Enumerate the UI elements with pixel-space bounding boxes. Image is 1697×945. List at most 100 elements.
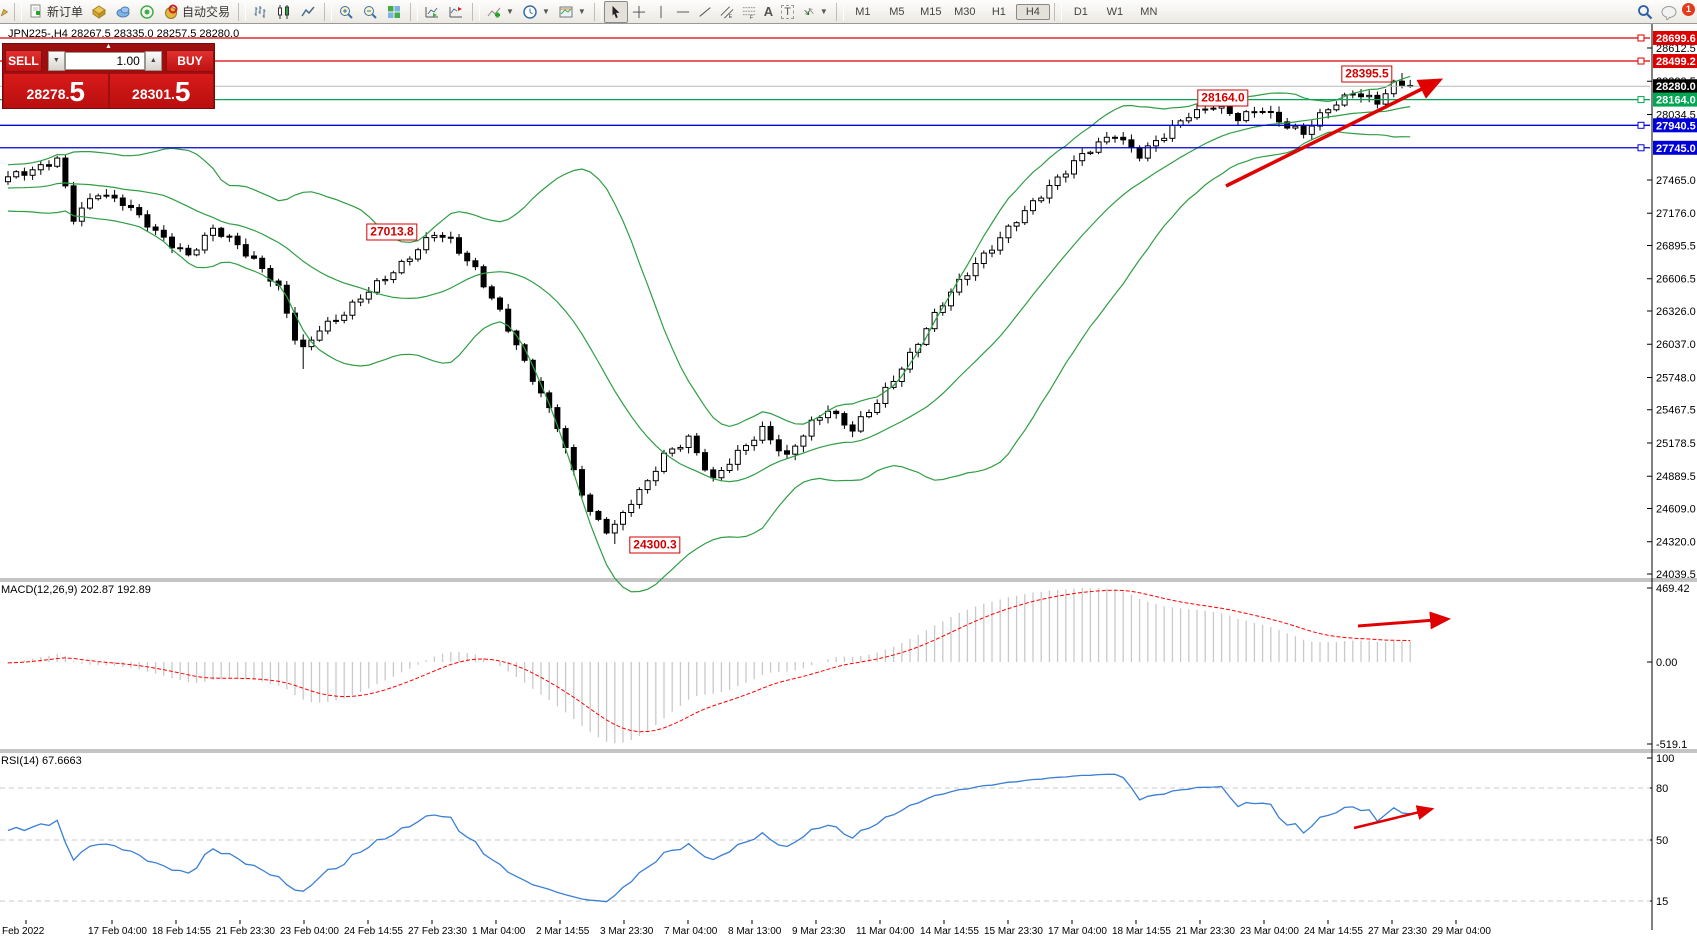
cloud-icon — [116, 6, 130, 17]
timeframe-button-h1[interactable]: H1 — [991, 5, 1006, 18]
zoom-in-button[interactable] — [334, 2, 358, 22]
price-annotation[interactable]: 24300.3 — [629, 536, 681, 554]
svg-text:27940.5: 27940.5 — [1656, 120, 1696, 132]
chart-shift-button[interactable] — [444, 2, 468, 22]
notifications-button[interactable]: 1 — [1657, 2, 1695, 22]
cursor-tool-button[interactable] — [603, 0, 628, 23]
sell-price-main: 28278. — [26, 86, 70, 102]
timeframe-button-w1[interactable]: W1 — [1106, 5, 1124, 18]
svg-text:24320.0: 24320.0 — [1656, 537, 1696, 549]
toolbar-separator — [1053, 2, 1062, 21]
templates-button[interactable]: ▼ — [554, 2, 590, 22]
sell-button[interactable]: SELL — [5, 50, 42, 72]
auto-scroll-button[interactable] — [420, 2, 444, 22]
timeframe-button-m5[interactable]: M5 — [889, 5, 905, 18]
chart-window[interactable]: 28612.528323.528034.527465.027176.026895… — [0, 24, 1697, 945]
collapse-caret-icon[interactable]: ▲ — [105, 43, 112, 50]
toolbar-separator — [324, 2, 333, 21]
clipped-edge-icon — [0, 2, 10, 22]
svg-text:2 Mar 14:55: 2 Mar 14:55 — [536, 926, 590, 937]
hline-tool-button[interactable] — [672, 2, 694, 22]
timeframe-button-d1[interactable]: D1 — [1073, 5, 1088, 18]
svg-text:28499.2: 28499.2 — [1656, 56, 1696, 68]
svg-text:23 Feb 04:00: 23 Feb 04:00 — [280, 926, 339, 937]
indicators-button[interactable]: ▼ — [482, 2, 518, 22]
timeframe-button-m30[interactable]: M30 — [954, 5, 976, 18]
price-annotation[interactable]: 28395.5 — [1341, 65, 1393, 83]
trend-arrow-rsi[interactable] — [1353, 805, 1435, 830]
one-click-trading-panel: ▲ SELL ▼ ▲ BUY 28278.5 28301.5 — [2, 43, 215, 109]
bar-chart-button[interactable] — [248, 2, 272, 22]
arrows-tool-button[interactable]: ▼ — [798, 2, 832, 22]
gold-cube-icon — [92, 4, 106, 19]
autotrading-button[interactable]: 自动交易 — [159, 2, 234, 22]
zoom-out-button[interactable] — [358, 2, 382, 22]
svg-text:24 Feb 14:55: 24 Feb 14:55 — [344, 926, 403, 937]
svg-text:8 Mar 13:00: 8 Mar 13:00 — [728, 926, 782, 937]
svg-text:26037.0: 26037.0 — [1656, 339, 1696, 351]
bollinger-middle-band — [7, 106, 1411, 483]
profile-button[interactable] — [87, 2, 111, 22]
svg-text:28612.5: 28612.5 — [1656, 43, 1696, 55]
text-tool-button[interactable]: A — [760, 2, 777, 22]
trend-arrow-macd[interactable] — [1357, 611, 1451, 630]
channel-tool-button[interactable]: E — [716, 2, 738, 22]
svg-text:25178.5: 25178.5 — [1656, 438, 1696, 450]
zoom-in-icon — [340, 5, 353, 19]
buy-button[interactable]: BUY — [165, 50, 214, 72]
crosshair-tool-button[interactable] — [628, 2, 650, 22]
chevron-down-icon: ▼ — [819, 7, 828, 16]
chart-canvas[interactable]: 28612.528323.528034.527465.027176.026895… — [0, 24, 1697, 945]
timeframe-button-m15[interactable]: M15 — [920, 5, 942, 18]
price-tag: 28699.6 — [1653, 30, 1697, 45]
price-tag: 28280.0 — [1653, 79, 1697, 94]
toolbar: 新订单 自动交易 — [0, 0, 1697, 24]
svg-text:27176.0: 27176.0 — [1656, 208, 1696, 220]
svg-text:26326.0: 26326.0 — [1656, 306, 1696, 318]
bollinger-upper-band — [7, 75, 1411, 428]
rsi-line — [7, 773, 1411, 903]
candlestick-chart-button[interactable] — [272, 2, 296, 22]
fibonacci-icon: F — [742, 6, 755, 19]
volume-input[interactable] — [64, 52, 145, 70]
tile-windows-button[interactable] — [382, 2, 406, 22]
volume-decrease-button[interactable]: ▼ — [47, 51, 65, 71]
periods-button[interactable]: ▼ — [518, 2, 554, 22]
price-annotation[interactable]: 27013.8 — [366, 223, 418, 241]
timeframe-button-h4[interactable]: H4 — [1015, 3, 1050, 20]
volume-increase-button[interactable]: ▲ — [144, 51, 162, 71]
price-annotation[interactable]: 28164.0 — [1197, 89, 1249, 107]
new-order-button[interactable]: 新订单 — [24, 2, 87, 22]
label-tool-button[interactable]: T — [777, 2, 798, 22]
buy-price-display[interactable]: 28301. 5 — [109, 74, 213, 108]
chart-title: JPN225-,H4 28267.5 28335.0 28257.5 28280… — [8, 28, 240, 40]
svg-text:27465.0: 27465.0 — [1656, 175, 1696, 187]
sell-price-display[interactable]: 28278. 5 — [4, 74, 108, 108]
price-tag: 27940.5 — [1653, 118, 1697, 133]
line-chart-icon — [301, 6, 315, 16]
svg-text:21 Mar 23:30: 21 Mar 23:30 — [1176, 926, 1235, 937]
vline-tool-button[interactable] — [650, 2, 672, 22]
line-chart-button[interactable] — [296, 2, 320, 22]
trend-arrow-main[interactable] — [1225, 78, 1444, 188]
signals-button[interactable] — [135, 2, 159, 22]
svg-text:100: 100 — [1656, 753, 1674, 765]
svg-text:9 Mar 23:30: 9 Mar 23:30 — [792, 926, 846, 937]
auto-scroll-icon — [425, 6, 439, 17]
date-axis: Feb 2022 17 Feb 04:00 18 Feb 14:55 21 Feb 2… — [2, 920, 1491, 937]
market-watch-button[interactable] — [111, 2, 135, 22]
timeframe-button-mn[interactable]: MN — [1140, 5, 1158, 18]
horizontal-line-icon — [676, 11, 689, 12]
svg-text:28699.6: 28699.6 — [1656, 33, 1696, 45]
timeframe-button-m1[interactable]: M1 — [855, 5, 871, 18]
fibonacci-tool-button[interactable]: F — [738, 2, 760, 22]
template-icon — [559, 6, 573, 17]
arrows-icon — [804, 7, 814, 15]
clock-icon — [523, 4, 537, 19]
search-button[interactable] — [1633, 2, 1657, 22]
horizontal-lines[interactable] — [0, 34, 1650, 152]
signal-icon — [140, 4, 154, 19]
svg-text:14 Mar 14:55: 14 Mar 14:55 — [920, 926, 979, 937]
trendline-tool-button[interactable] — [694, 2, 716, 22]
